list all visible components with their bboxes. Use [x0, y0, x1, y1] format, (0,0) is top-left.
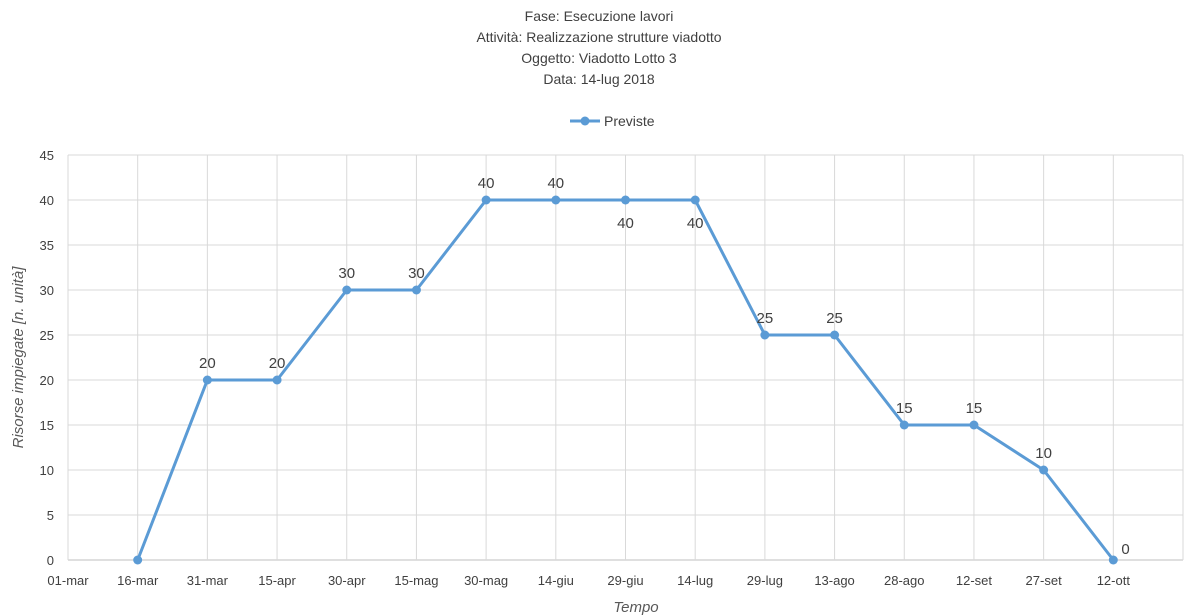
y-tick-label: 35: [40, 238, 54, 253]
data-label: 40: [547, 175, 564, 192]
data-point: [481, 195, 491, 205]
data-point: [272, 375, 282, 385]
data-label: 40: [687, 215, 704, 232]
data-point: [411, 285, 421, 295]
x-tick-label: 12-set: [956, 573, 993, 588]
x-tick-label: 30-mag: [464, 573, 508, 588]
data-label: 40: [478, 175, 495, 192]
x-tick-label: 01-mar: [47, 573, 89, 588]
data-label: 15: [896, 400, 913, 417]
data-point: [830, 330, 840, 340]
data-label: 25: [826, 310, 843, 327]
x-tick-label: 16-mar: [117, 573, 159, 588]
x-tick-label: 15-apr: [258, 573, 296, 588]
data-label: 20: [269, 355, 286, 372]
x-tick-label: 14-lug: [677, 573, 713, 588]
data-label: 30: [408, 265, 425, 282]
data-point: [133, 555, 143, 565]
x-tick-label: 29-giu: [607, 573, 643, 588]
y-tick-label: 45: [40, 148, 54, 163]
chart-title-line-1: Attività: Realizzazione strutture viadot…: [476, 29, 721, 45]
chart-title-line-0: Fase: Esecuzione lavori: [525, 8, 674, 24]
data-label: 10: [1035, 445, 1052, 462]
y-tick-label: 10: [40, 463, 54, 478]
x-axis-title: Tempo: [613, 599, 658, 616]
data-point: [551, 195, 561, 205]
data-point: [760, 330, 770, 340]
data-point: [621, 195, 630, 205]
y-tick-label: 5: [47, 508, 54, 523]
x-tick-label: 15-mag: [394, 573, 438, 588]
y-axis-title: Risorse impiegate [n. unità]: [10, 266, 27, 449]
chart-title-line-2: Oggetto: Viadotto Lotto 3: [521, 50, 677, 66]
data-point: [342, 285, 352, 295]
x-tick-label: 28-ago: [884, 573, 924, 588]
y-tick-label: 30: [40, 283, 54, 298]
x-tick-label: 12-ott: [1097, 573, 1131, 588]
y-tick-label: 40: [40, 193, 54, 208]
x-tick-label: 31-mar: [187, 573, 229, 588]
data-point: [899, 420, 909, 430]
data-point: [969, 420, 979, 430]
data-label: 25: [757, 310, 774, 327]
x-tick-label: 30-apr: [328, 573, 366, 588]
x-tick-label: 27-set: [1026, 573, 1063, 588]
x-tick-label: 14-giu: [538, 573, 574, 588]
data-point: [690, 195, 700, 205]
legend-marker: [580, 116, 590, 126]
data-point: [1108, 555, 1118, 565]
y-tick-label: 0: [47, 553, 54, 568]
legend-label: Previste: [604, 113, 655, 129]
data-label: 15: [966, 400, 983, 417]
data-label: 20: [199, 355, 216, 372]
data-label: 0: [1121, 541, 1129, 558]
y-tick-label: 20: [40, 373, 54, 388]
data-point: [1039, 465, 1049, 475]
y-tick-label: 15: [40, 418, 54, 433]
data-point: [202, 375, 212, 385]
chart-title-line-3: Data: 14-lug 2018: [543, 71, 655, 87]
data-label: 40: [617, 215, 634, 232]
x-tick-label: 13-ago: [814, 573, 854, 588]
data-label: 30: [338, 265, 355, 282]
x-tick-label: 29-lug: [747, 573, 783, 588]
y-tick-label: 25: [40, 328, 54, 343]
